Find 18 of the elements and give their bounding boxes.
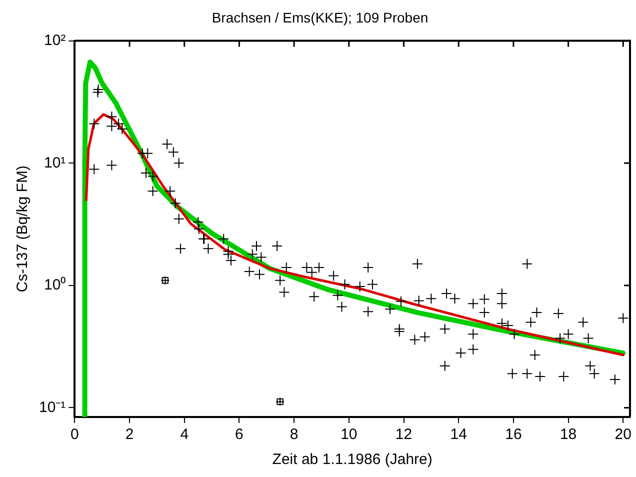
x-tick-label: 4 [180,426,189,444]
x-tick-label: 0 [70,426,79,444]
y-tick-label: 10⁰ [44,276,66,294]
y-tick-label: 10² [44,32,66,49]
x-tick-label: 2 [125,426,134,444]
y-tick-label: 10⁻¹ [38,398,66,416]
y-axis-title: Cs-137 (Bq/kg FM) [14,166,32,292]
x-tick-label: 10 [340,426,358,444]
x-tick-label: 6 [235,426,244,444]
chart-title: Brachsen / Ems(KKE); 109 Proben [212,9,428,26]
y-tick-label: 10¹ [44,154,66,172]
x-tick-label: 8 [290,426,298,444]
x-tick-label: 20 [614,426,632,444]
x-tick-label: 18 [560,426,577,444]
x-tick-label: 14 [450,426,467,444]
x-tick-label: 16 [505,426,522,444]
x-tick-label: 12 [395,426,412,444]
x-axis-title: Zeit ab 1.1.1986 (Jahre) [272,451,432,468]
